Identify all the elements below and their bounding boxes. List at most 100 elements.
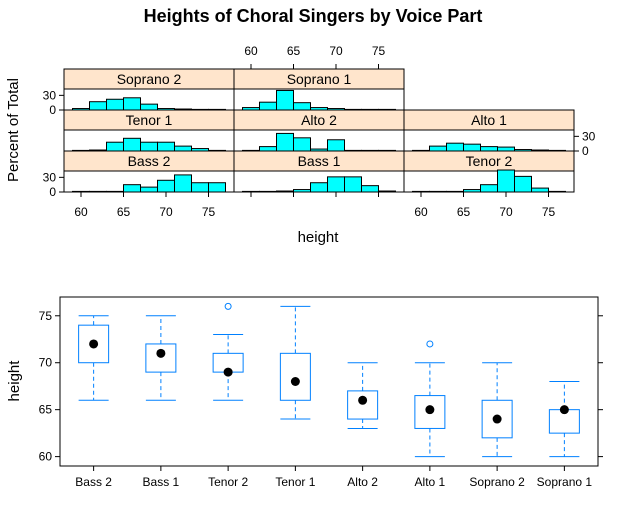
panel-alto-2: Alto 2 — [233, 109, 405, 152]
boxplot-frame — [59, 296, 599, 467]
box-tenor-2 — [212, 302, 244, 401]
box-alto-2 — [347, 362, 379, 429]
x-tick-label-bottom: 60 — [74, 205, 88, 219]
box-iqr — [145, 343, 177, 373]
histogram-bar — [89, 101, 107, 111]
panel-alto-1: Alto 1 — [403, 109, 575, 152]
histogram-bar — [106, 141, 124, 152]
histogram-bar — [293, 137, 311, 152]
histogram-bar — [310, 182, 328, 193]
y-tick-label: 60 — [39, 450, 53, 464]
x-tick-label-bottom: 75 — [542, 205, 556, 219]
x-tick-label: Soprano 1 — [537, 475, 593, 489]
histogram-bar — [327, 139, 345, 152]
median-dot — [559, 405, 569, 415]
histogram-bar — [259, 146, 277, 152]
panel-tenor-2: Tenor 2 — [403, 150, 575, 193]
y-tick-label: 65 — [39, 403, 53, 417]
x-tick-label-bottom: 65 — [117, 205, 131, 219]
boxplot-y-axis-label: height — [6, 360, 23, 402]
histogram-lattice: Soprano 2 Soprano 1 Tenor 1 Alto 2 Alto 1 Bas… — [43, 44, 596, 219]
histogram-bar — [140, 141, 158, 152]
histogram-bar — [429, 145, 447, 152]
histogram-bar — [191, 182, 209, 193]
x-tick-label-top: 70 — [329, 44, 343, 58]
box-iqr — [279, 352, 311, 401]
histogram-bar — [123, 184, 141, 193]
box-soprano-1 — [548, 381, 580, 458]
x-tick-label-bottom: 60 — [414, 205, 428, 219]
box-iqr — [78, 324, 110, 364]
box-iqr — [347, 390, 379, 420]
median-dot — [290, 377, 300, 386]
x-tick-label: Soprano 2 — [469, 475, 525, 489]
x-tick-label-top: 65 — [287, 44, 301, 58]
x-tick-label: Bass 2 — [75, 475, 112, 489]
histogram-bar — [463, 143, 481, 152]
x-tick-label-top: 75 — [372, 44, 386, 58]
histogram-bar — [106, 98, 124, 111]
chart-title: Heights of Choral Singers by Voice Part — [144, 6, 483, 26]
x-tick-label: Tenor 1 — [275, 475, 315, 489]
x-tick-label: Tenor 2 — [208, 475, 248, 489]
x-tick-label: Alto 1 — [415, 475, 446, 489]
box-tenor-1 — [279, 305, 311, 420]
histogram-bar — [497, 146, 515, 152]
histogram-bar — [446, 142, 464, 152]
median-dot — [156, 348, 166, 358]
x-tick-label-bottom: 70 — [159, 205, 173, 219]
histogram-bar — [327, 176, 345, 193]
panel-bass-1: Bass 1 — [233, 150, 405, 193]
histogram-bar — [531, 187, 549, 193]
strip-label: Bass 2 — [128, 153, 171, 169]
histogram-bar — [497, 169, 515, 193]
x-tick-label-bottom: 65 — [457, 205, 471, 219]
strip-label: Soprano 2 — [117, 71, 182, 87]
histogram-bar — [174, 174, 192, 193]
histogram-bar — [480, 184, 498, 193]
strip-label: Alto 1 — [471, 112, 507, 128]
histogram-bar — [123, 97, 141, 111]
histogram-bar — [123, 137, 141, 152]
panel-soprano-1: Soprano 1 — [233, 68, 405, 111]
x-tick-label-bottom: 70 — [499, 205, 513, 219]
box-bass-2 — [78, 315, 110, 401]
lattice-x-axis-label: height — [298, 229, 340, 246]
strip-label: Alto 2 — [301, 112, 337, 128]
y-tick-label: 70 — [39, 356, 53, 370]
median-dot — [358, 395, 368, 405]
y-tick-label: 30 — [43, 88, 57, 102]
median-dot — [223, 367, 233, 377]
x-tick-label: Alto 2 — [347, 475, 378, 489]
histogram-bar — [157, 179, 175, 193]
median-dot — [492, 414, 502, 424]
histogram-bar — [293, 102, 311, 111]
boxplot-chart: 60 65 70 75 Bass 2 Bass 1 Tenor 2 Tenor 1 Alto 2… — [39, 296, 603, 489]
histogram-bar — [174, 145, 192, 152]
histogram-bar — [514, 175, 532, 193]
panel-tenor-1: Tenor 1 — [63, 109, 235, 152]
outlier-point — [426, 340, 434, 348]
y-tick-label: 0 — [49, 103, 56, 117]
histogram-bar — [480, 146, 498, 152]
strip-label: Soprano 1 — [287, 71, 352, 87]
y-tick-label: 0 — [582, 144, 589, 158]
y-tick-label: 0 — [49, 185, 56, 199]
histogram-bar — [276, 132, 294, 152]
histogram-bar — [259, 101, 277, 111]
y-tick-label: 30 — [43, 170, 57, 184]
outlier-point — [224, 302, 232, 310]
median-dot — [89, 339, 99, 349]
box-alto-1 — [414, 340, 446, 458]
strip-label: Tenor 1 — [126, 112, 173, 128]
y-tick-label: 75 — [39, 309, 53, 323]
strip-label: Bass 1 — [298, 153, 341, 169]
lattice-y-axis-label: Percent of Total — [5, 78, 22, 182]
x-tick-label-top: 60 — [244, 44, 258, 58]
histogram-bar — [208, 182, 226, 193]
x-tick-label: Bass 1 — [143, 475, 180, 489]
box-soprano-2 — [481, 362, 513, 458]
histogram-bar — [276, 89, 294, 111]
histogram-bar — [157, 141, 175, 152]
